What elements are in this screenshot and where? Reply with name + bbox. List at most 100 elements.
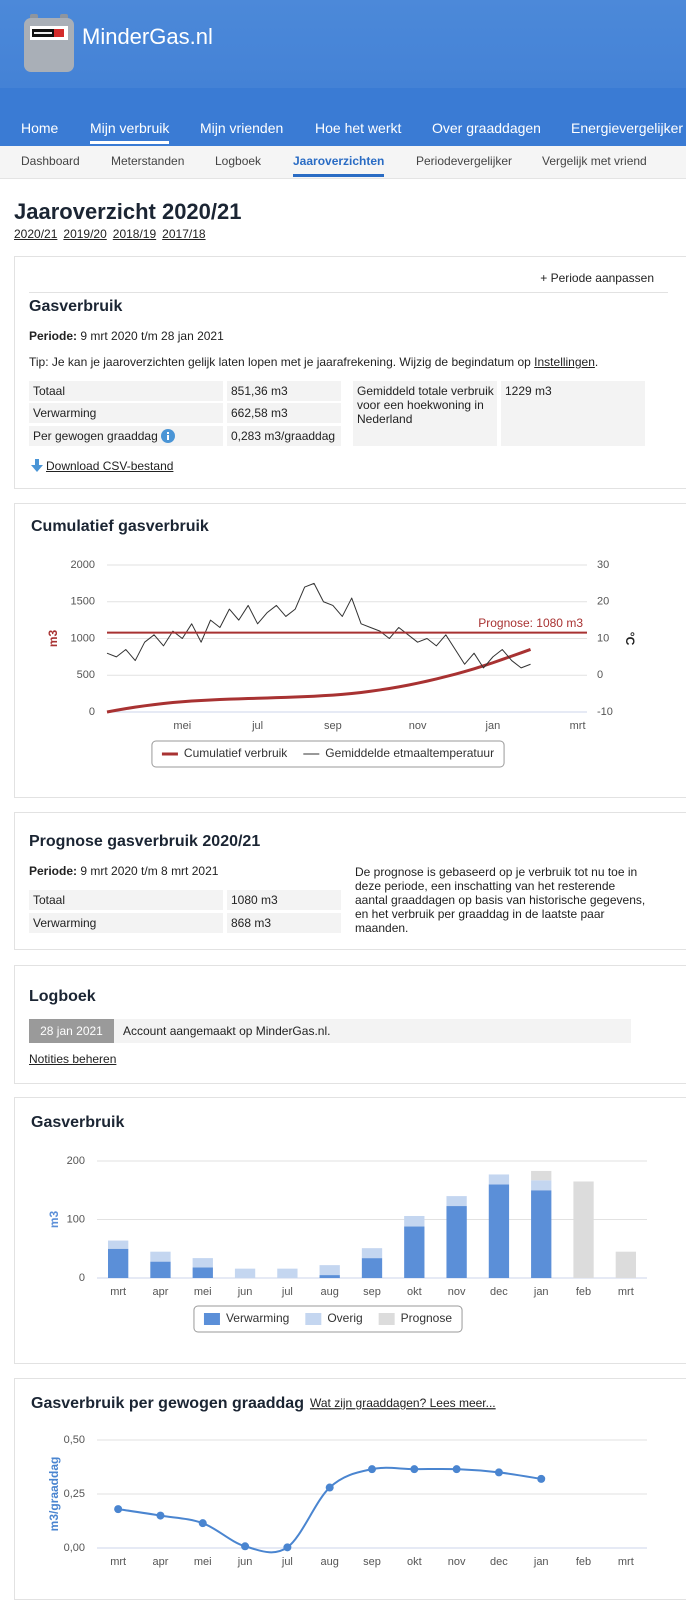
y-tick-label: 2000 — [71, 559, 95, 571]
page-title: Jaaroverzicht 2020/21 — [14, 199, 242, 224]
period-label: Periode: — [29, 329, 78, 343]
x-tick-label: sep — [324, 720, 342, 732]
legend-label[interactable]: Cumulatief verbruik — [184, 746, 288, 760]
y2-tick-label: 10 — [597, 632, 609, 644]
legend-label[interactable]: Verwarming — [226, 1311, 289, 1325]
subnav-item[interactable]: Logboek — [215, 154, 262, 168]
subnav-item[interactable]: Dashboard — [21, 154, 80, 168]
x-tick-label: jul — [281, 1286, 293, 1298]
chart-card: Gasverbruik per gewogen graaddag Wat zijn… — [14, 1378, 686, 1600]
download-icon[interactable] — [31, 459, 43, 473]
plot-line-label: Prognose: 1080 m3 — [478, 616, 583, 630]
year-link[interactable]: 2018/19 — [112, 227, 157, 241]
x-tick-label: mei — [194, 1286, 212, 1298]
subnav-item[interactable]: Meterstanden — [111, 154, 185, 168]
x-tick-label: dec — [490, 1286, 508, 1298]
marker — [410, 1465, 419, 1474]
x-tick-label: aug — [321, 1556, 339, 1568]
marker — [198, 1519, 207, 1528]
x-tick-label: jun — [237, 1286, 253, 1298]
period-value: 9 mrt 2020 t/m 8 mrt 2021 — [80, 864, 219, 878]
nav-item[interactable]: Hoe het werkt — [315, 120, 402, 136]
marker — [283, 1543, 292, 1552]
logo-icon[interactable] — [24, 14, 74, 72]
card-title: Prognose gasverbruik 2020/21 — [29, 833, 261, 850]
y-tick-label: 0 — [79, 1272, 85, 1284]
manage-notes-link[interactable]: Notities beheren — [29, 1052, 117, 1066]
settings-link[interactable]: Instellingen — [534, 355, 595, 369]
y-tick-label: 0,50 — [64, 1434, 85, 1446]
subnav-item[interactable]: Vergelijk met vriend — [542, 154, 647, 168]
year-link[interactable]: 2017/18 — [162, 227, 206, 241]
info-link[interactable]: Wat zijn graaddagen? Lees meer... — [310, 1396, 496, 1410]
bar — [277, 1268, 298, 1278]
row-value: 0,283 m3/graaddag — [227, 426, 341, 446]
period: Periode: 9 mrt 2020 t/m 28 jan 2021 — [29, 329, 224, 343]
chart-card: Gasverbruik 0 100 200 m3 mrt apr mei jun jul aug se… — [14, 1097, 686, 1364]
bar — [446, 1196, 467, 1207]
y-tick-label: 0,00 — [64, 1542, 85, 1554]
subnav-item[interactable]: Jaaroverzichten — [293, 154, 385, 177]
nav-item[interactable]: Mijn verbruik — [90, 120, 170, 144]
average-label: Gemiddeld totale verbruik voor een hoekw… — [353, 381, 497, 446]
header: MinderGas.nl — [0, 0, 686, 88]
row-label: Verwarming — [29, 403, 223, 423]
subnav-item[interactable]: Periodevergelijker — [416, 154, 513, 168]
y2-tick-label: 20 — [597, 596, 609, 608]
y-axis-title: m3 — [46, 630, 60, 648]
x-tick-label: nov — [448, 1286, 466, 1298]
download-link[interactable]: Download CSV-bestand — [46, 459, 174, 473]
bar — [108, 1248, 129, 1278]
y-tick-label: 100 — [67, 1213, 85, 1225]
y-tick-label: 200 — [67, 1155, 85, 1167]
year-link[interactable]: 2020/21 — [14, 227, 58, 241]
logbook-card: Logboek 28 jan 2021 Account aangemaakt o… — [14, 965, 686, 1084]
prognosis-text: De prognose is gebaseerd op je verbruik … — [355, 865, 646, 935]
x-tick-label: mei — [173, 720, 191, 732]
period-action[interactable]: + Periode aanpassen — [540, 271, 654, 285]
chart-title: Gasverbruik per gewogen graaddag — [31, 1395, 304, 1412]
bar — [531, 1190, 552, 1278]
y2-tick-label: 30 — [597, 559, 609, 571]
marker — [114, 1505, 123, 1514]
x-tick-label: sep — [363, 1286, 381, 1298]
nav-item[interactable]: Over graaddagen — [432, 120, 541, 136]
nav-item[interactable]: Energievergelijker — [571, 120, 684, 136]
legend-label[interactable]: Prognose — [401, 1311, 453, 1325]
legend-symbol[interactable] — [378, 1313, 395, 1325]
y2-axis-title: °C — [623, 632, 637, 646]
legend-symbol[interactable] — [305, 1313, 322, 1325]
bar — [108, 1240, 129, 1249]
x-tick-label: mei — [194, 1556, 212, 1568]
log-date: 28 jan 2021 — [29, 1019, 114, 1043]
info-icon[interactable] — [161, 429, 175, 443]
legend-label[interactable]: Gemiddelde etmaaltemperatuur — [325, 746, 494, 760]
x-tick-label: okt — [407, 1556, 422, 1568]
x-tick-label: jan — [533, 1286, 549, 1298]
x-tick-label: dec — [490, 1556, 508, 1568]
x-tick-label: okt — [407, 1286, 422, 1298]
year-link[interactable]: 2019/20 — [63, 227, 107, 241]
x-tick-label: feb — [576, 1286, 591, 1298]
tip-text: Tip: Je kan je jaaroverzichten gelijk la… — [29, 355, 535, 369]
x-tick-label: aug — [321, 1286, 339, 1298]
x-tick-label: mrt — [618, 1286, 634, 1298]
nav-item[interactable]: Home — [21, 120, 59, 136]
y2-tick-label: -10 — [597, 706, 613, 718]
x-tick-label: mrt — [110, 1286, 126, 1298]
legend: Verwarming Overig Prognose — [193, 1305, 463, 1333]
nav-item[interactable]: Mijn vrienden — [200, 120, 284, 136]
row-label: Totaal — [29, 890, 223, 910]
x-tick-label: mrt — [618, 1556, 634, 1568]
legend-symbol[interactable] — [203, 1313, 220, 1325]
row-label: Verwarming — [29, 913, 223, 933]
legend-label[interactable]: Overig — [327, 1311, 362, 1325]
period-label: Periode: — [29, 864, 78, 878]
average-value: 1229 m3 — [501, 381, 645, 446]
y-tick-label: 1500 — [71, 596, 95, 608]
logo-text[interactable]: MinderGas.nl — [82, 24, 213, 49]
x-tick-label: jun — [237, 1556, 253, 1568]
x-tick-label: jul — [251, 720, 263, 732]
legend-box — [193, 1305, 463, 1333]
